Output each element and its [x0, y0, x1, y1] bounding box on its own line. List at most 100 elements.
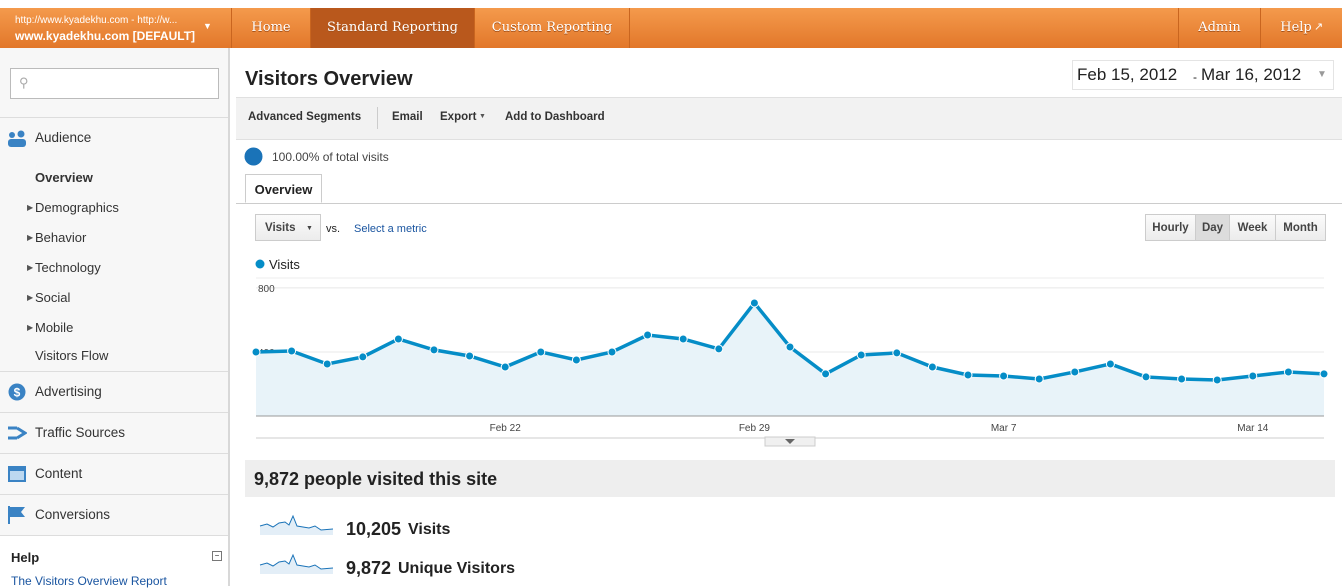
point — [1283, 367, 1293, 377]
point — [678, 334, 688, 344]
date-range[interactable]: Feb 15, 2012 - Mar 16, 2012 ▼ — [1072, 60, 1334, 90]
point — [251, 347, 261, 357]
point — [429, 345, 439, 355]
section-label: Advertising — [35, 384, 102, 399]
help-panel: Help − The Visitors Overview Report — [0, 535, 228, 588]
granularity-button[interactable]: Day — [1195, 214, 1230, 241]
granularity-button[interactable]: Week — [1229, 214, 1276, 241]
section-traffic[interactable]: Traffic Sources — [0, 412, 228, 453]
point — [892, 348, 902, 358]
toolbar-divider — [377, 107, 378, 129]
search-icon: ⚲ — [19, 75, 29, 90]
x-tick-label: Feb 22 — [490, 423, 522, 434]
dropdown-arrow: ▼ — [203, 21, 212, 31]
help-link[interactable]: The Visitors Overview Report — [11, 574, 167, 588]
point — [1319, 369, 1329, 379]
point — [1034, 374, 1044, 384]
report-title: Visitors Overview — [245, 68, 413, 90]
nav-admin[interactable]: Admin — [1178, 8, 1260, 48]
point — [999, 371, 1009, 381]
external-icon: ↗ — [1314, 21, 1324, 33]
y-tick-label: 800 — [258, 284, 275, 295]
sidebar: ⚲ Audience Overview ▶ Demographics ▶ Behav… — [0, 48, 230, 588]
point — [1070, 367, 1080, 377]
point — [607, 347, 617, 357]
x-tick-label: Mar 14 — [1237, 423, 1269, 434]
collapse-icon[interactable]: − — [212, 551, 222, 561]
advertising-icon: $ — [8, 383, 26, 401]
metric-label: Unique Visitors — [398, 560, 516, 577]
area — [256, 302, 1324, 416]
content-icon — [8, 466, 26, 482]
tab[interactable]: Overview — [245, 174, 322, 203]
section-content[interactable]: Content — [0, 453, 228, 494]
select-metric[interactable]: Select a metric — [354, 223, 427, 235]
audience-icon — [8, 130, 26, 147]
point — [714, 344, 724, 354]
toolbar-button[interactable]: Advanced Segments — [248, 111, 362, 123]
section-label: Conversions — [35, 507, 111, 522]
point — [749, 298, 759, 308]
dropdown-arrow: ▼ — [306, 225, 313, 232]
nav-help[interactable]: Help — [1260, 8, 1331, 48]
vs-label: vs. — [326, 223, 341, 235]
x-tick-label: Mar 7 — [991, 423, 1017, 434]
point — [1212, 375, 1222, 385]
nav-item-label: Demographics — [35, 200, 119, 215]
point — [287, 346, 297, 356]
metric-value: 10,205 — [346, 519, 402, 539]
point — [322, 359, 332, 369]
svg-text:$: $ — [14, 386, 21, 400]
toolbar-button[interactable]: Add to Dashboard — [505, 111, 605, 123]
point — [1105, 359, 1115, 369]
section-conversions[interactable]: Conversions — [0, 494, 228, 535]
summary-headline: 9,872 people visited this site — [254, 469, 498, 489]
date-sep: - — [1193, 70, 1197, 84]
search-box[interactable]: ⚲ — [10, 68, 219, 99]
point — [1141, 372, 1151, 382]
resize-arrow — [785, 439, 795, 444]
point — [927, 362, 937, 372]
nav-item[interactable]: Overview — [35, 170, 93, 185]
account-selector[interactable]: http://www.kyadekhu.com - http://w... ww… — [0, 8, 230, 48]
nav-standard-reporting[interactable]: Standard Reporting — [310, 8, 474, 48]
point — [571, 355, 581, 365]
nav-item-label: Social — [35, 290, 71, 305]
nav-item-label: Technology — [35, 260, 101, 275]
sparkline — [259, 514, 334, 535]
date-start: Feb 15, 2012 — [1077, 65, 1178, 84]
nav-home[interactable]: Home — [231, 8, 310, 48]
point — [963, 370, 973, 380]
point — [785, 342, 795, 352]
nav-item-label: Mobile — [35, 320, 74, 335]
toolbar-button[interactable]: Email — [392, 111, 423, 123]
nav-item[interactable]: Visitors Flow — [35, 348, 109, 363]
point — [393, 334, 403, 344]
section-label: Content — [35, 466, 83, 481]
toolbar-button[interactable]: Export — [440, 111, 477, 123]
segment-pie — [244, 147, 263, 166]
account-url: http://www.kyadekhu.com - http://w... — [15, 15, 178, 26]
granularity-button[interactable]: Month — [1275, 214, 1326, 241]
legend-label: Visits — [269, 257, 300, 272]
export-arrow: ▼ — [479, 113, 486, 120]
section-advertising[interactable]: $ Advertising — [0, 371, 228, 412]
conversions-icon — [8, 506, 25, 524]
traffic-icon — [8, 426, 27, 440]
point — [465, 351, 475, 361]
granularity-button[interactable]: Hourly — [1145, 214, 1196, 241]
sparkline — [259, 553, 334, 574]
nav-custom-reporting[interactable]: Custom Reporting — [474, 8, 630, 48]
help-title: Help — [11, 550, 40, 565]
account-name: www.kyadekhu.com [DEFAULT] — [15, 29, 196, 43]
metric-label: Visits — [265, 222, 296, 234]
section-label: Audience — [35, 130, 92, 145]
point — [1248, 371, 1258, 381]
summary-band: 9,872 people visited this site — [245, 460, 1335, 497]
metric-value: 9,872 — [346, 558, 392, 578]
top-bar: http://www.kyadekhu.com - http://w... ww… — [0, 8, 1342, 48]
section-audience[interactable]: Audience — [0, 117, 228, 158]
metric-dropdown[interactable]: Visits ▼ — [255, 214, 321, 241]
